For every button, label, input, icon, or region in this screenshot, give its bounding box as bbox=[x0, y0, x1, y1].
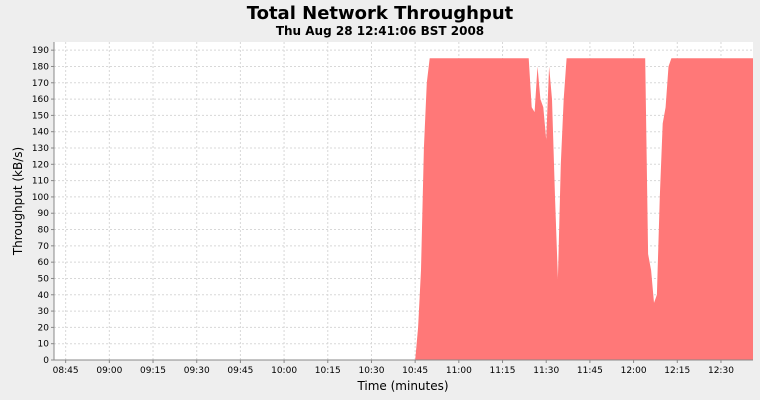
x-tick-label: 11:45 bbox=[577, 366, 603, 376]
y-tick-label: 80 bbox=[38, 226, 50, 236]
x-tick-label: 09:15 bbox=[140, 366, 166, 376]
x-tick-label: 12:15 bbox=[664, 366, 690, 376]
axes: 0 10 20 30 40 50 60 70 80 90 100 110 120 130 140 150 160… bbox=[32, 42, 753, 376]
y-tick-label: 160 bbox=[32, 95, 49, 105]
x-tick-label: 10:00 bbox=[271, 366, 297, 376]
x-tick-label: 10:15 bbox=[315, 366, 341, 376]
y-tick-label: 0 bbox=[43, 356, 49, 366]
y-tick-label: 30 bbox=[38, 307, 50, 317]
y-tick-label: 70 bbox=[38, 242, 50, 252]
y-tick-label: 40 bbox=[38, 291, 50, 301]
x-tick-label: 09:45 bbox=[227, 366, 253, 376]
x-tick-label: 12:00 bbox=[621, 366, 647, 376]
y-tick-label: 190 bbox=[32, 46, 49, 56]
y-tick-label: 60 bbox=[38, 258, 50, 268]
series-area bbox=[54, 58, 753, 361]
y-tick-label: 130 bbox=[32, 144, 49, 154]
y-tick-label: 150 bbox=[32, 111, 49, 121]
x-tick-label: 11:15 bbox=[490, 366, 516, 376]
y-tick-label: 140 bbox=[32, 128, 49, 138]
x-tick-label: 09:30 bbox=[184, 366, 210, 376]
x-tick-label: 12:30 bbox=[708, 366, 734, 376]
y-tick-label: 180 bbox=[32, 62, 49, 72]
y-tick-label: 90 bbox=[38, 209, 50, 219]
x-tick-label: 10:30 bbox=[358, 366, 384, 376]
x-tick-label: 08:45 bbox=[53, 366, 79, 376]
x-tick-label: 11:00 bbox=[446, 366, 472, 376]
y-tick-label: 100 bbox=[32, 193, 49, 203]
x-tick-label: 11:30 bbox=[533, 366, 559, 376]
x-axis-label: Time (minutes) bbox=[356, 379, 448, 393]
x-tick-label: 09:00 bbox=[96, 366, 122, 376]
y-axis-label: Throughput (kB/s) bbox=[11, 147, 25, 256]
y-tick-label: 20 bbox=[38, 323, 50, 333]
chart-title: Total Network Throughput bbox=[247, 3, 514, 24]
chart-subtitle: Thu Aug 28 12:41:06 BST 2008 bbox=[276, 24, 484, 38]
y-tick-label: 50 bbox=[38, 274, 50, 284]
y-tick-label: 10 bbox=[38, 340, 50, 350]
x-tick-label: 10:45 bbox=[402, 366, 428, 376]
y-tick-label: 120 bbox=[32, 160, 49, 170]
y-tick-label: 170 bbox=[32, 79, 49, 89]
y-tick-label: 110 bbox=[32, 177, 49, 187]
series-area-layer bbox=[54, 58, 753, 361]
